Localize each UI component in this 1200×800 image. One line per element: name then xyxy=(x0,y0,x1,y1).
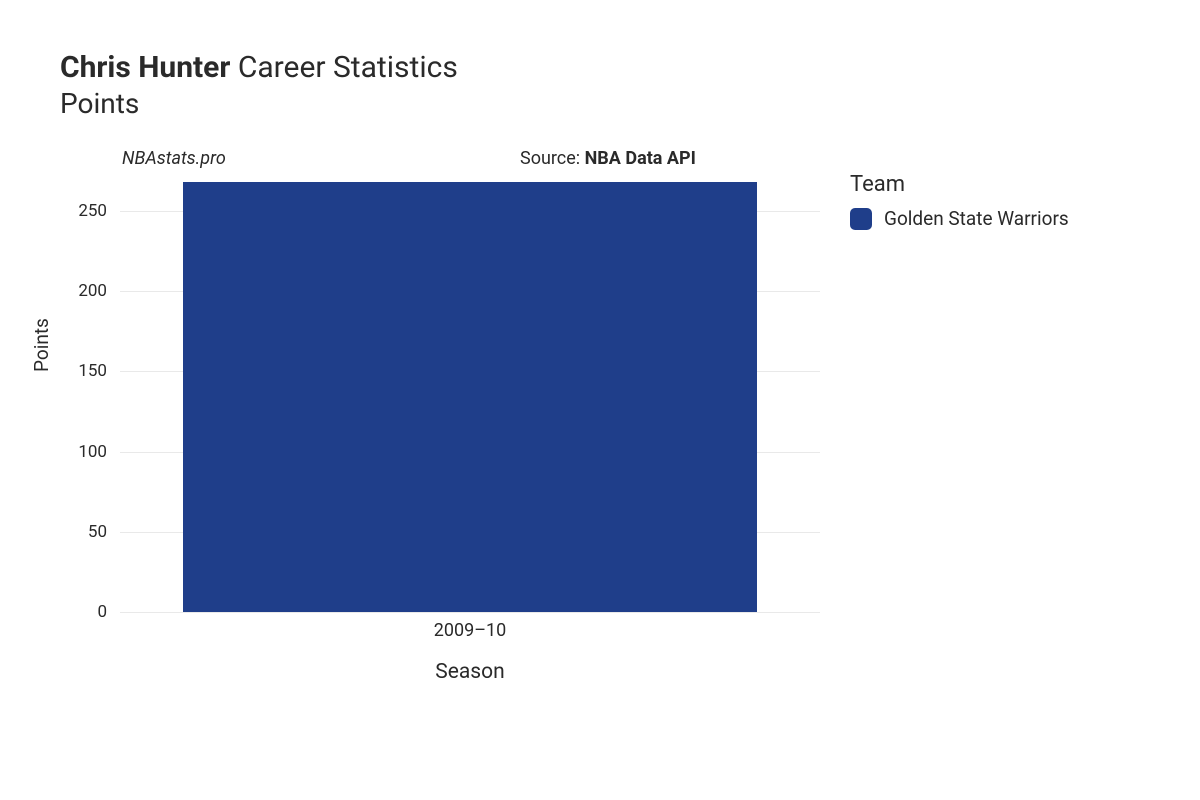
legend: Team Golden State Warriors xyxy=(850,172,1069,230)
chart-subtitle: Points xyxy=(60,87,1170,120)
y-tick-label: 0 xyxy=(57,602,107,622)
x-axis-ticks: 2009–10 xyxy=(120,620,820,650)
source-label: Source: xyxy=(520,148,580,169)
plot-area xyxy=(120,182,820,612)
chart-container: Chris Hunter Career Statistics Points NB… xyxy=(0,0,1200,800)
chart-area: Points 050100150200250 2009–10 Season Te… xyxy=(60,182,1170,702)
gridline xyxy=(120,612,820,613)
source-attribution: Source: NBA Data API xyxy=(520,148,696,169)
y-tick-label: 100 xyxy=(57,442,107,462)
y-axis-ticks: 050100150200250 xyxy=(60,182,115,612)
chart-title: Chris Hunter Career Statistics xyxy=(60,50,1170,85)
source-name: NBA Data API xyxy=(585,148,696,169)
y-tick-label: 250 xyxy=(57,201,107,221)
site-watermark: NBAstats.pro xyxy=(122,148,226,169)
player-name: Chris Hunter xyxy=(60,50,230,85)
legend-title: Team xyxy=(850,172,1069,197)
legend-items: Golden State Warriors xyxy=(850,207,1069,230)
y-tick-label: 200 xyxy=(57,281,107,301)
x-tick-label: 2009–10 xyxy=(434,620,507,641)
y-axis-label: Points xyxy=(30,318,53,372)
y-tick-label: 50 xyxy=(57,522,107,542)
legend-item-label: Golden State Warriors xyxy=(884,207,1069,230)
legend-item: Golden State Warriors xyxy=(850,207,1069,230)
x-axis-label: Season xyxy=(120,660,820,684)
y-tick-label: 150 xyxy=(57,361,107,381)
bar xyxy=(183,182,757,612)
title-block: Chris Hunter Career Statistics Points xyxy=(60,50,1170,120)
title-suffix: Career Statistics xyxy=(238,50,458,85)
legend-swatch xyxy=(850,208,872,230)
